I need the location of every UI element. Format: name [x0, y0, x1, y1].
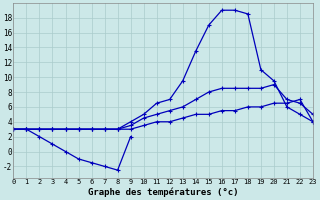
X-axis label: Graphe des températures (°c): Graphe des températures (°c) — [88, 188, 238, 197]
